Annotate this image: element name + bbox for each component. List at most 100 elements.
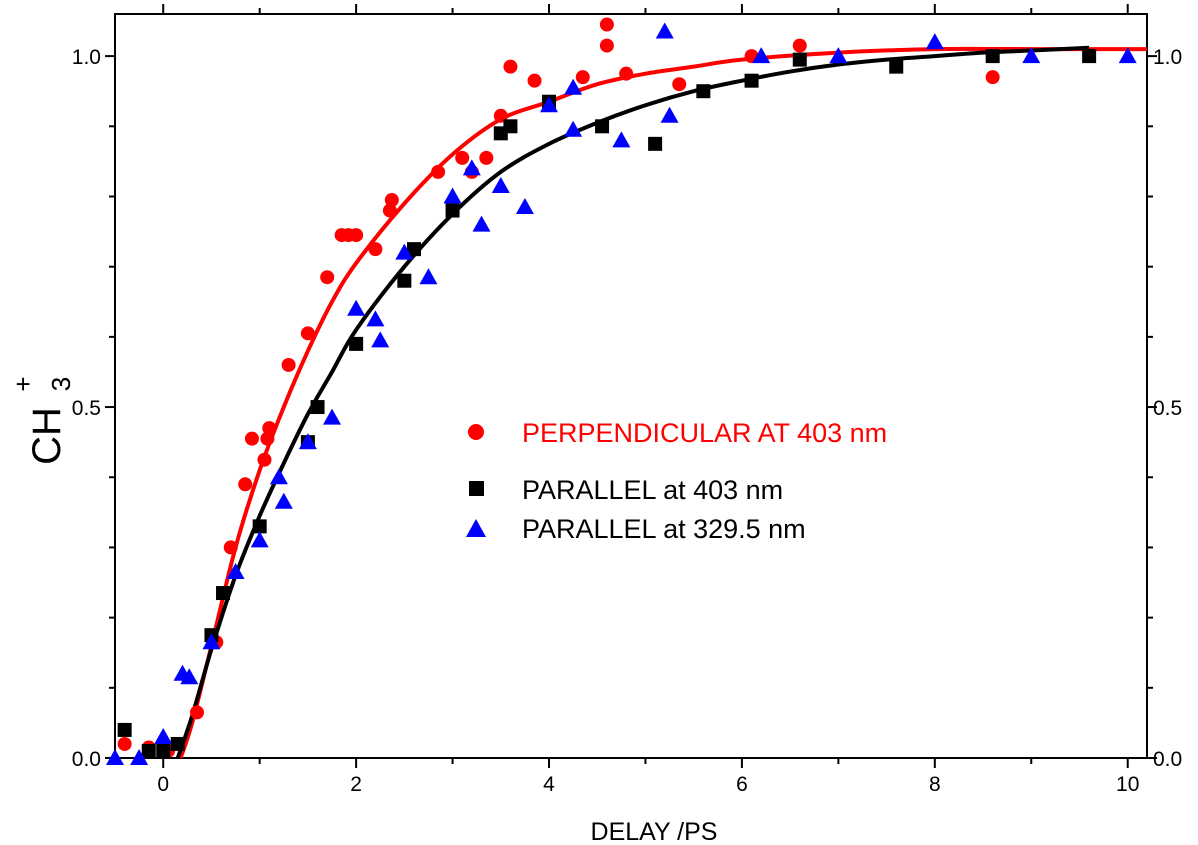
point-triangle-series-2 [202,633,221,650]
point-circle-series-0 [985,70,1000,85]
data-points [106,17,1137,765]
point-circle-series-0 [599,38,614,53]
point-square-series-1 [406,242,421,257]
x-tick-label: 8 [929,773,941,796]
point-circle-series-0 [238,477,253,492]
y-tick-label-left: 0.5 [72,397,101,420]
point-circle-series-0 [527,73,542,88]
point-square-series-1 [648,136,663,151]
point-triangle-series-2 [347,299,366,316]
point-triangle-series-2 [655,22,674,39]
point-circle-series-0 [619,66,634,81]
point-square-series-1 [117,722,132,737]
point-square-series-1 [170,736,185,751]
legend-item-parallel-329: PARALLEL at 329.5 nm [466,514,806,544]
point-circle-series-0 [431,164,446,179]
point-triangle-series-2 [395,243,414,260]
point-triangle-series-2 [106,749,124,765]
point-circle-series-0 [223,540,238,555]
point-square-series-1 [252,519,267,534]
point-circle-series-0 [792,38,807,53]
point-triangle-series-2 [462,159,481,176]
point-triangle-series-2 [660,106,679,123]
x-tick-label: 4 [543,773,555,796]
y-tick-label-right: 1.0 [1153,46,1182,69]
point-square-series-1 [1082,49,1097,64]
point-square-series-1 [985,49,1000,64]
point-circle-series-0 [455,150,470,165]
point-circle-series-0 [281,357,296,372]
point-triangle-series-2 [419,268,438,285]
point-square-series-1 [696,84,711,99]
axis-ticks [105,4,1157,768]
y-tick-label-right: 0.5 [1153,397,1182,420]
fit-curve-1 [175,45,1090,759]
y-axis-label-subscript: 3 [46,377,76,391]
point-triangle-series-2 [250,531,269,548]
legend-label-parallel-329: PARALLEL at 329.5 nm [522,514,806,544]
y-axis-label-superscript: + [8,376,38,391]
point-triangle-series-2 [298,433,317,450]
point-circle-series-0 [117,736,132,751]
point-circle-series-0 [575,70,590,85]
point-circle-series-0 [189,705,204,720]
point-circle-series-0 [368,242,383,257]
point-circle-series-0 [599,17,614,32]
point-circle-series-0 [244,431,259,446]
point-circle-series-0 [300,326,315,341]
point-triangle-series-2 [1022,47,1041,64]
point-square-series-1 [744,73,759,88]
point-triangle-series-2 [472,215,491,232]
point-triangle-series-2 [323,408,342,425]
point-square-series-1 [397,273,412,288]
point-square-series-1 [503,119,518,134]
legend-item-parallel-403: PARALLEL at 403 nm [469,475,783,505]
point-triangle-series-2 [226,563,245,579]
point-circle-series-0 [260,431,275,446]
y-axis-label-main: CH [25,407,69,465]
point-triangle-series-2 [752,47,771,64]
point-square-series-1 [595,119,610,134]
point-triangle-series-2 [829,47,848,64]
x-tick-label: 2 [350,773,362,796]
point-circle-series-0 [320,270,335,285]
point-triangle-series-2 [154,727,173,744]
point-square-series-1 [141,743,156,758]
point-triangle-series-2 [564,78,583,95]
point-square-series-1 [445,203,460,218]
legend: PERPENDICULAR AT 403 nm PARALLEL at 403 … [466,418,887,544]
plot-area-frame [114,13,1148,759]
x-tick-label: 6 [736,773,748,796]
point-circle-series-0 [672,77,687,92]
point-circle-series-0 [349,228,364,243]
point-square-series-1 [156,743,171,758]
legend-item-perpendicular-403: PERPENDICULAR AT 403 nm [468,418,887,448]
point-circle-series-0 [257,452,272,467]
point-square-series-1 [216,586,231,601]
point-triangle-series-2 [443,187,462,204]
point-triangle-series-2 [366,310,385,327]
point-triangle-series-2 [371,331,390,348]
point-circle-series-0 [262,421,277,436]
point-triangle-series-2 [269,468,288,485]
point-square-series-1 [349,336,364,351]
point-triangle-series-2 [274,492,293,509]
legend-marker-triangle [466,519,486,537]
point-square-series-1 [889,59,904,74]
y-axis-label: CH 3 + [8,376,76,464]
point-triangle-series-2 [612,131,631,148]
legend-marker-square [469,481,484,496]
y-tick-label-left: 1.0 [72,46,101,69]
point-square-series-1 [310,400,325,415]
point-triangle-series-2 [564,120,583,137]
y-tick-label-left: 0.0 [72,748,101,771]
point-circle-series-0 [503,59,518,74]
legend-marker-circle [468,424,484,440]
point-triangle-series-2 [1118,47,1137,64]
point-circle-series-0 [493,108,508,123]
point-circle-series-0 [382,203,397,218]
point-circle-series-0 [479,150,494,165]
legend-label-perpendicular-403: PERPENDICULAR AT 403 nm [522,418,887,448]
point-circle-series-0 [384,193,399,207]
